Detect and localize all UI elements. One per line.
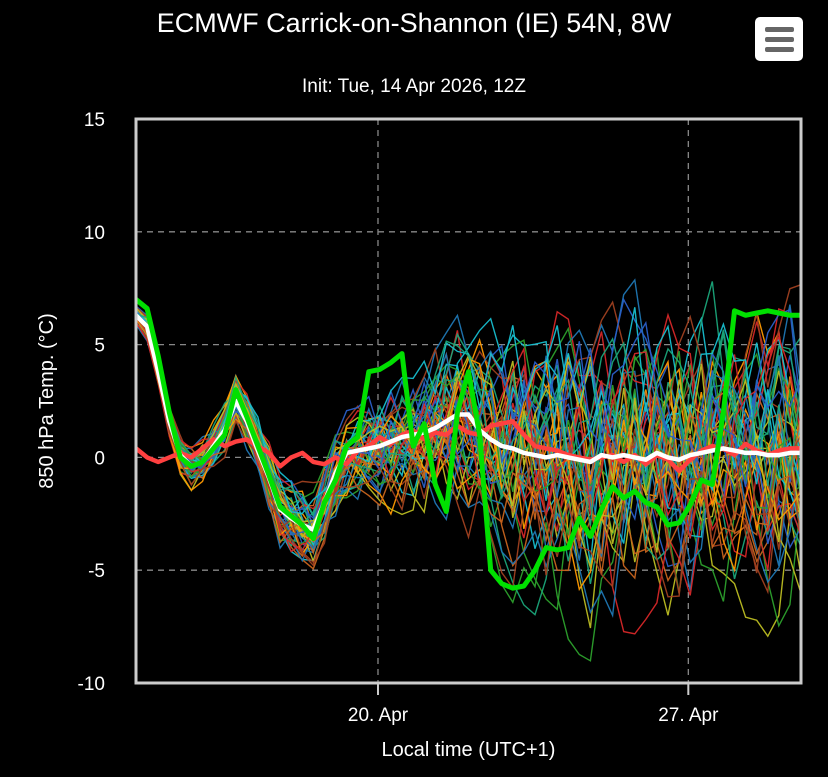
ensemble-member-line xyxy=(136,317,801,556)
chart-title: ECMWF Carrick-on-Shannon (IE) 54N, 8W xyxy=(156,8,672,38)
x-tick-label: 27. Apr xyxy=(658,705,719,726)
ensemble-member-line xyxy=(136,313,801,537)
ensemble-member-line xyxy=(136,316,801,580)
y-tick-label: -5 xyxy=(88,561,105,582)
ensemble-member-line xyxy=(136,313,801,529)
plot-frame xyxy=(134,117,803,685)
y-tick-label: 15 xyxy=(84,110,105,131)
y-tick-label: 10 xyxy=(84,223,105,244)
control-run-line xyxy=(136,297,801,591)
y-axis-label: 850 hPa Temp. (°C) xyxy=(36,313,58,489)
y-tick-label: 5 xyxy=(94,336,105,357)
climate-line xyxy=(136,419,801,474)
y-tick-label: -10 xyxy=(78,674,105,695)
y-tick-label: 0 xyxy=(94,448,105,469)
chart-subtitle: Init: Tue, 14 Apr 2026, 12Z xyxy=(302,76,526,97)
x-tick-label: 20. Apr xyxy=(348,705,409,726)
hamburger-menu-icon[interactable] xyxy=(755,17,803,61)
x-axis-label: Local time (UTC+1) xyxy=(382,739,556,761)
